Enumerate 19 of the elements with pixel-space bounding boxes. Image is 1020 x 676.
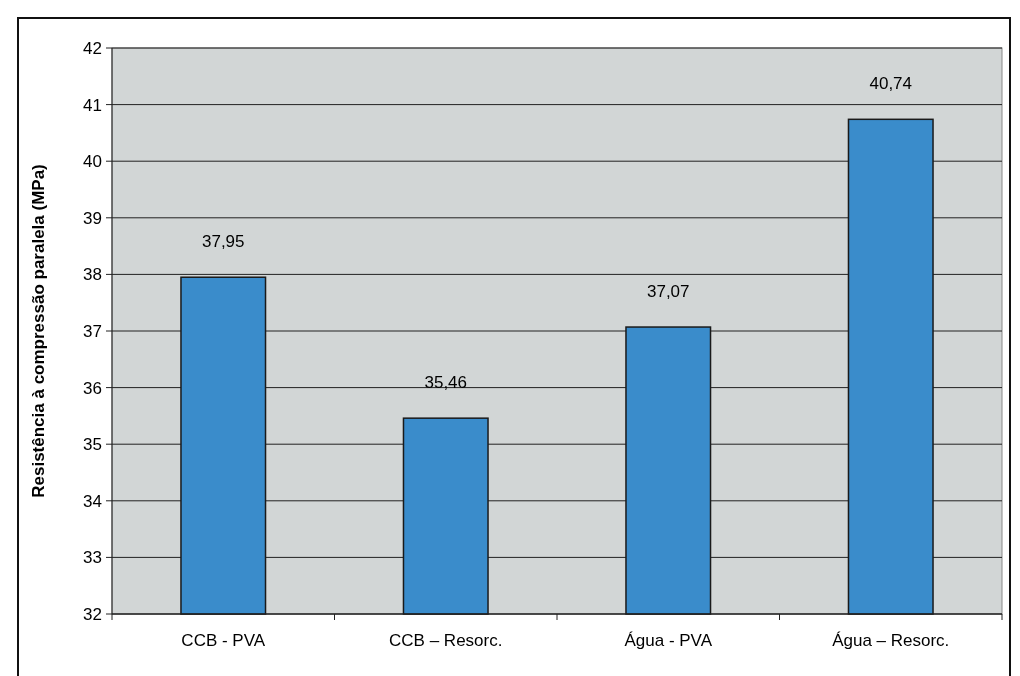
y-axis-title: Resistência à compressão paralela (MPa) <box>29 164 48 498</box>
y-tick-label: 32 <box>83 604 102 624</box>
y-tick-label: 39 <box>83 208 102 228</box>
data-label: 37,95 <box>201 232 245 252</box>
y-tick-label: 35 <box>83 435 102 455</box>
y-tick-label: 41 <box>83 95 102 115</box>
y-tick-label: 38 <box>83 265 102 285</box>
data-label: 40,74 <box>869 74 913 94</box>
y-tick-label: 33 <box>83 548 102 568</box>
y-tick-label: 34 <box>83 491 102 511</box>
y-tick-label: 42 <box>83 38 102 58</box>
y-tick-label: 36 <box>83 378 102 398</box>
x-tick-label: CCB - PVA <box>181 631 266 650</box>
x-tick-label: CCB – Resorc. <box>389 631 503 650</box>
y-tick-label: 40 <box>83 152 102 172</box>
y-tick-label: 37 <box>83 321 102 341</box>
x-tick-label: Água – Resorc. <box>832 631 950 650</box>
data-label: 37,07 <box>646 282 690 302</box>
x-tick-label: Água - PVA <box>624 631 713 650</box>
